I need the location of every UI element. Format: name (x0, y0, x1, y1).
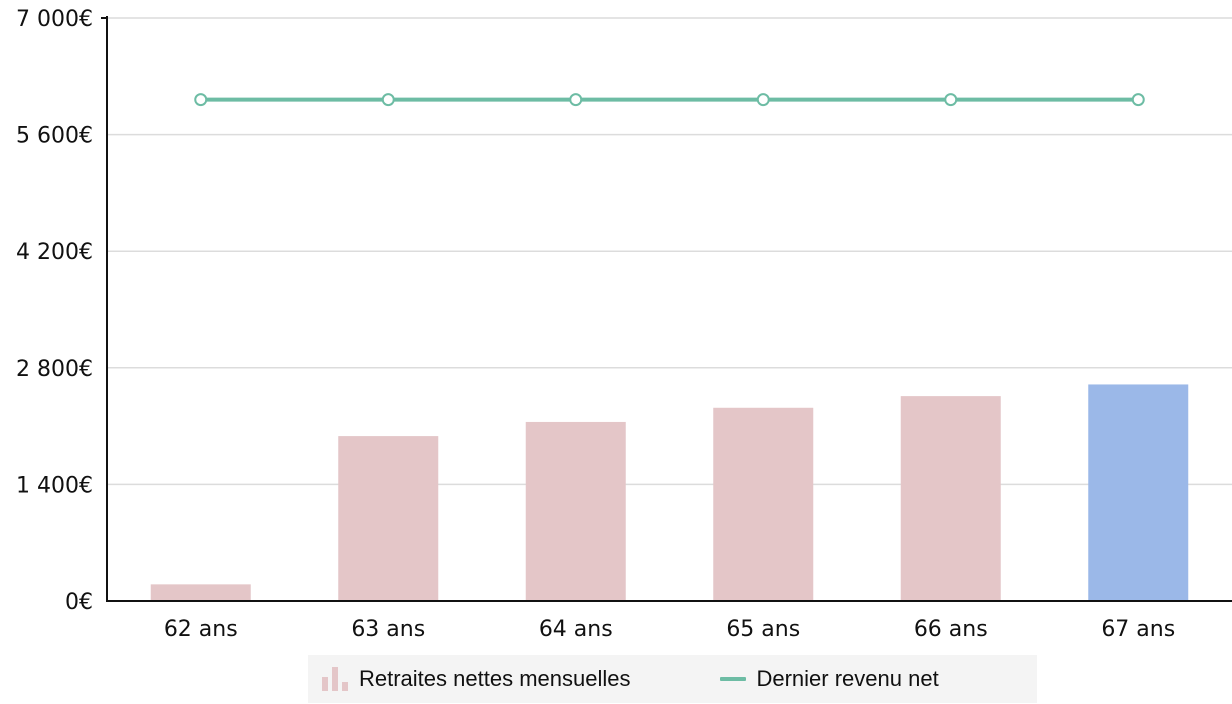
bar (1088, 384, 1189, 601)
y-tick-label: 1 400€ (16, 473, 93, 498)
y-tick-label: 7 000€ (16, 7, 93, 32)
x-tick-label: 66 ans (914, 617, 988, 642)
x-tick-label: 65 ans (726, 617, 800, 642)
line-point (756, 93, 770, 107)
legend-label-line: Dernier revenu net (756, 666, 939, 691)
x-tick-label: 67 ans (1101, 617, 1175, 642)
legend: Retraites nettes mensuelles Dernier reve… (308, 655, 1037, 703)
bar-chart-icon (322, 667, 350, 691)
bars-group (150, 384, 1189, 601)
bar (525, 421, 626, 601)
x-tick-label: 64 ans (539, 617, 613, 642)
legend-label-bars: Retraites nettes mensuelles (359, 666, 631, 691)
line-point (944, 93, 958, 107)
line-point (1131, 93, 1145, 107)
grid-lines (107, 17, 1232, 486)
x-tick-label: 63 ans (351, 617, 425, 642)
y-tick-label: 5 600€ (16, 124, 93, 149)
legend-item-bars[interactable]: Retraites nettes mensuelles (322, 666, 630, 692)
line-point (381, 93, 395, 107)
bar (900, 396, 1001, 601)
bar (338, 436, 439, 601)
y-tick-label: 4 200€ (16, 240, 93, 265)
bar (713, 407, 814, 601)
axes (101, 16, 1232, 602)
line-series-group (194, 93, 1145, 107)
y-tick-label: 2 800€ (16, 357, 93, 382)
x-tick-label: 62 ans (164, 617, 238, 642)
y-axis-labels: 0€ 1 400€ 2 800€ 4 200€ 5 600€ 7 000€ (16, 7, 93, 615)
line-point (569, 93, 583, 107)
bar (150, 584, 251, 601)
line-series-icon (720, 677, 747, 681)
line-point (194, 93, 208, 107)
legend-item-line[interactable]: Dernier revenu net (720, 666, 939, 692)
x-axis-labels: 62 ans 63 ans 64 ans 65 ans 66 ans 67 ans (164, 617, 1175, 642)
y-tick-label: 0€ (65, 590, 93, 615)
